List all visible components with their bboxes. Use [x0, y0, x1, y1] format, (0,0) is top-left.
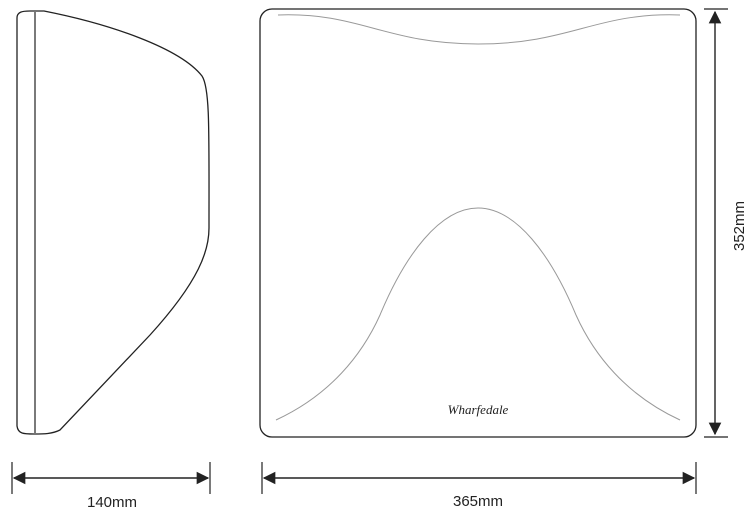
brand-logo: Wharfedale [448, 402, 509, 417]
side-view-outline [16, 10, 210, 435]
front-view-outline [259, 8, 697, 438]
side-view-width-label: 140mm [87, 494, 137, 511]
front-view: Wharfedale 365mm 352mm [259, 8, 748, 510]
front-view-height-label: 352mm [731, 201, 748, 251]
front-view-center-grille-curve [275, 207, 681, 421]
front-view-top-grille-curve [277, 14, 681, 45]
side-view: 140mm [11, 10, 211, 511]
front-view-width-label: 365mm [453, 493, 503, 510]
